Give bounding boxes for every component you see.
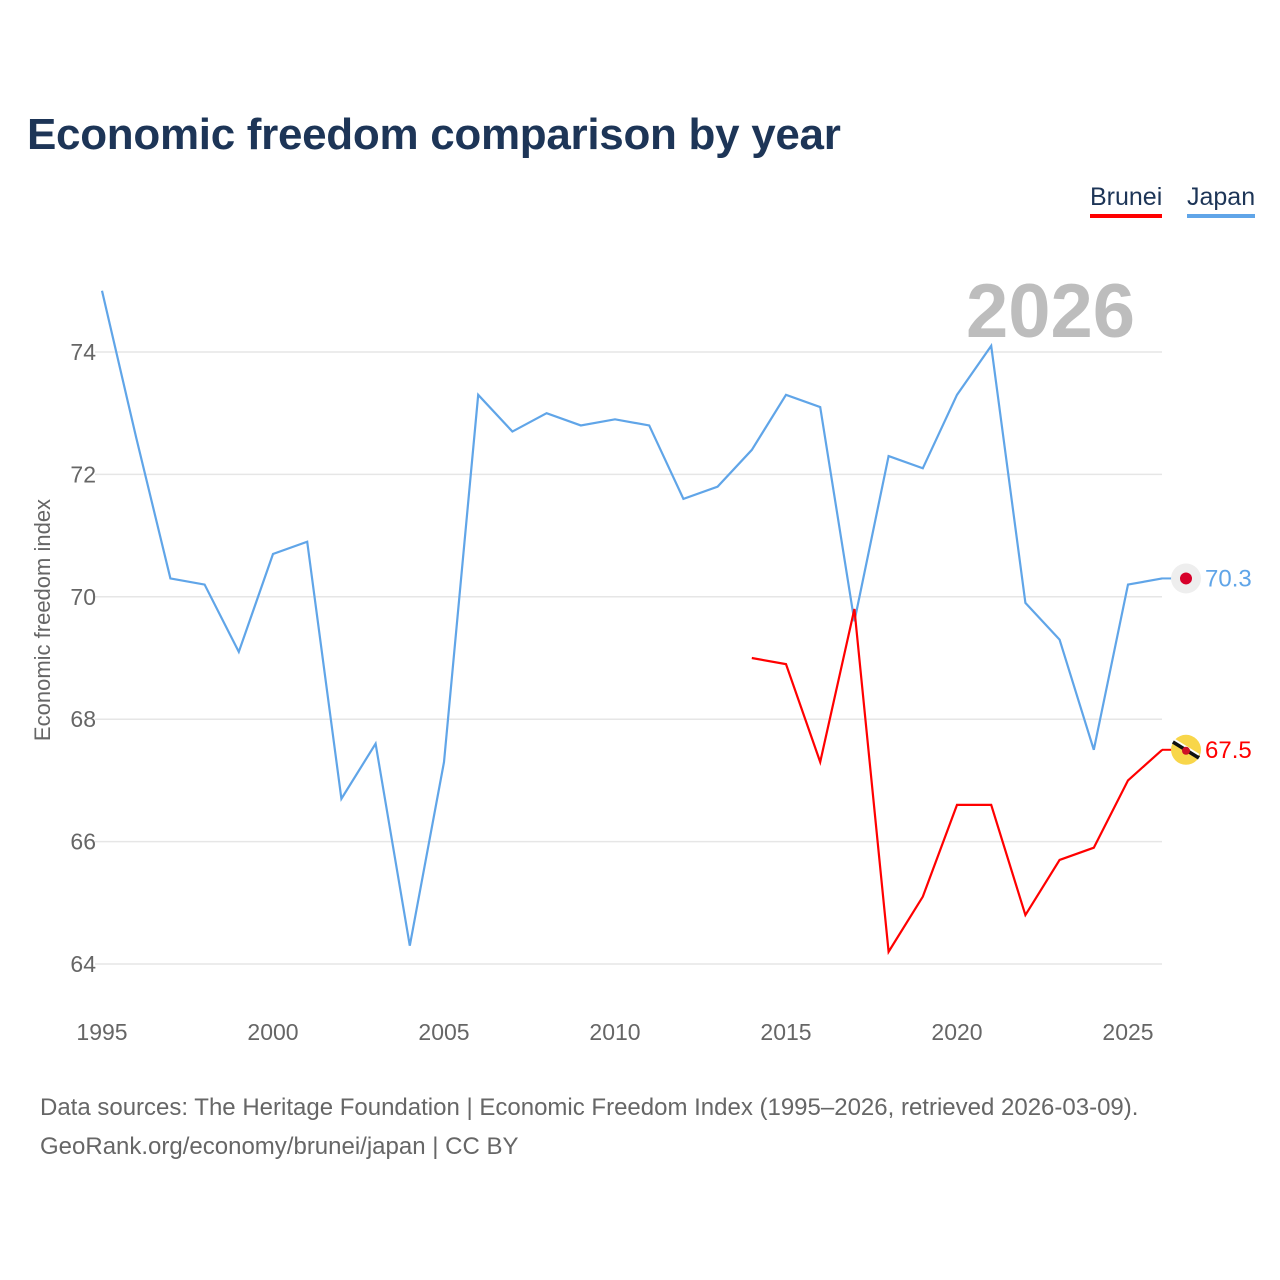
x-tick-label: 2000 <box>247 1019 298 1045</box>
x-tick-label: 2025 <box>1102 1019 1153 1045</box>
x-tick-label: 2020 <box>931 1019 982 1045</box>
y-tick-label: 72 <box>70 461 96 487</box>
footer-sources: Data sources: The Heritage Foundation | … <box>40 1094 1139 1121</box>
x-tick-label: 2015 <box>760 1019 811 1045</box>
year-label: 2026 <box>966 269 1136 354</box>
y-tick-label: 70 <box>70 584 96 610</box>
y-tick-label: 64 <box>70 951 96 977</box>
footer-link[interactable]: GeoRank.org/economy/brunei/japan | CC BY <box>40 1133 519 1160</box>
brunei-flag-emblem <box>1182 746 1190 755</box>
chart-title: Economic freedom comparison by year <box>27 110 841 159</box>
x-tick-label: 1995 <box>76 1019 127 1045</box>
legend-japan[interactable]: Japan <box>1187 183 1256 218</box>
end-label-brunei: 67.5 <box>1205 737 1252 764</box>
legend-brunei[interactable]: Brunei <box>1090 183 1163 218</box>
series-line-japan <box>100 290 1163 946</box>
y-tick-label: 68 <box>70 706 96 732</box>
x-tick-label: 2010 <box>589 1019 640 1045</box>
footer: Data sources: The Heritage Foundation | … <box>40 1088 1138 1166</box>
y-tick-label: 74 <box>70 339 96 365</box>
x-tick-label: 2005 <box>418 1019 469 1045</box>
y-tick-label: 66 <box>70 829 96 855</box>
series-line-brunei <box>751 608 1163 956</box>
end-label-japan: 70.3 <box>1205 565 1252 592</box>
japan-flag-dot <box>1180 572 1192 585</box>
